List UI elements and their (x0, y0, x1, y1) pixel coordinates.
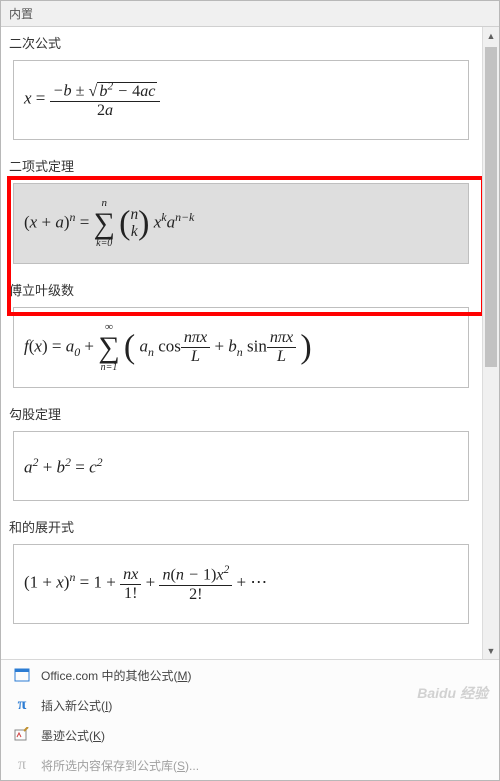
menu-label: 墨迹公式(K) (41, 727, 105, 744)
equation-content: (x + a)n = n∑k=0 (nk) xkan−k (24, 198, 194, 249)
equation-quadratic[interactable]: x = −b ± b2 − 4ac 2a (13, 60, 469, 140)
office-icon (13, 666, 31, 684)
section-title-pythagoras: 勾股定理 (1, 398, 481, 425)
equation-gallery-panel: 内置 二次公式 x = −b ± b2 − 4ac 2a 二项式定理 (x + … (0, 0, 500, 781)
menu-label: 将所选内容保存到公式库(S)... (41, 757, 199, 774)
menu-insert-equation[interactable]: π 插入新公式(I) (1, 690, 499, 720)
panel-header: 内置 (1, 1, 499, 27)
menu-ink-equation[interactable]: 墨迹公式(K) (1, 720, 499, 750)
menu-label: Office.com 中的其他公式(M) (41, 667, 191, 684)
equation-content: f(x) = a0 + ∞∑n=1 ( an cosnπxL + bn sinn… (24, 322, 312, 373)
section-title-fourier: 傅立叶级数 (1, 274, 481, 301)
scroll-down-icon[interactable]: ▼ (483, 642, 499, 659)
equation-content: (1 + x)n = 1 + nx1! + n(n − 1)x22! + ⋯ (24, 564, 267, 603)
pi-icon: π (13, 696, 31, 714)
scrollbar[interactable]: ▲ ▼ (482, 27, 499, 659)
header-title: 内置 (9, 7, 33, 21)
equation-content: x = −b ± b2 − 4ac 2a (24, 80, 160, 119)
pi-save-icon: π (13, 756, 31, 774)
equation-content: a2 + b2 = c2 (24, 455, 103, 478)
section-title-binomial: 二项式定理 (1, 150, 481, 177)
section-title-quadratic: 二次公式 (1, 27, 481, 54)
menu-label: 插入新公式(I) (41, 697, 112, 714)
ink-icon (13, 726, 31, 744)
equation-fourier[interactable]: f(x) = a0 + ∞∑n=1 ( an cosnπxL + bn sinn… (13, 307, 469, 388)
equation-gallery: 二次公式 x = −b ± b2 − 4ac 2a 二项式定理 (x + a)n… (1, 27, 499, 659)
scroll-up-icon[interactable]: ▲ (483, 27, 499, 44)
gallery-menu: Office.com 中的其他公式(M) π 插入新公式(I) 墨迹公式(K) … (1, 659, 499, 780)
scroll-thumb[interactable] (485, 47, 497, 367)
menu-office-equations[interactable]: Office.com 中的其他公式(M) (1, 660, 499, 690)
equation-pythagoras[interactable]: a2 + b2 = c2 (13, 431, 469, 501)
equation-binomial[interactable]: (x + a)n = n∑k=0 (nk) xkan−k (13, 183, 469, 264)
equation-sumexp[interactable]: (1 + x)n = 1 + nx1! + n(n − 1)x22! + ⋯ (13, 544, 469, 624)
menu-save-to-gallery: π 将所选内容保存到公式库(S)... (1, 750, 499, 780)
section-title-sumexp: 和的展开式 (1, 511, 481, 538)
